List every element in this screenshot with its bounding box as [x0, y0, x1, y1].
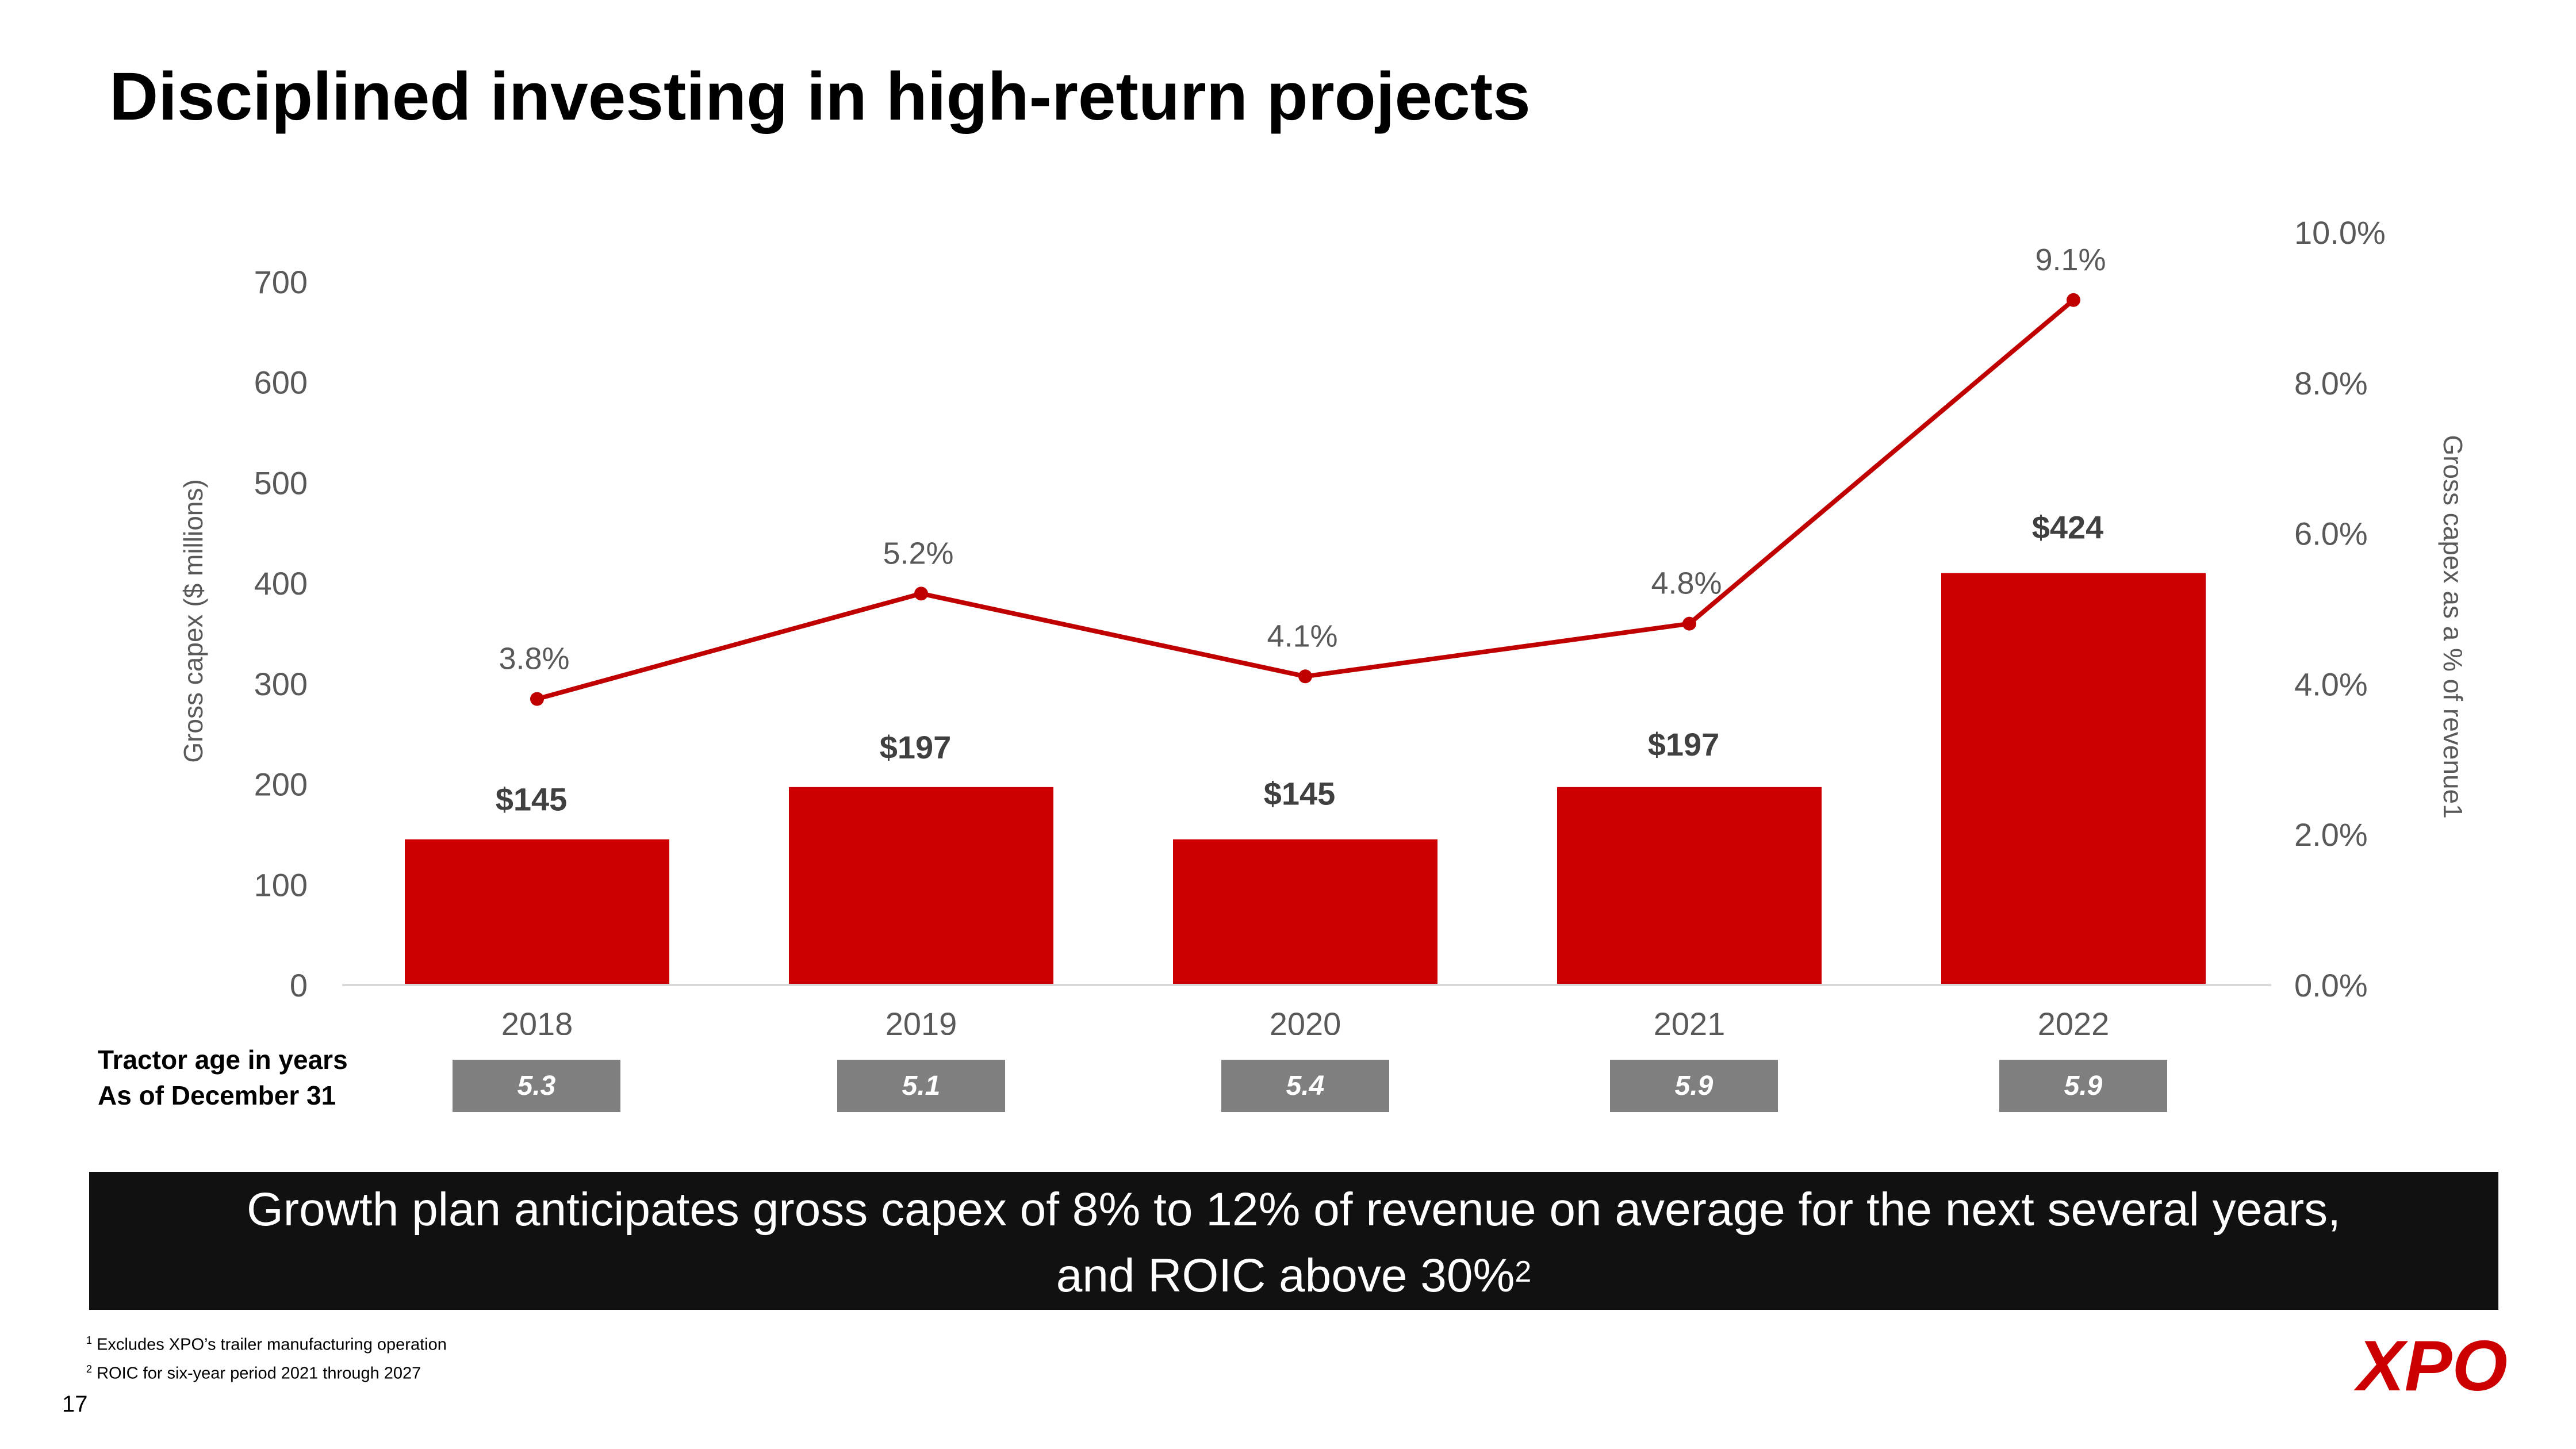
- tractor-age-2020: 5.4: [1221, 1060, 1389, 1112]
- line-point-2021: [1682, 616, 1696, 631]
- bar-2020: [1173, 839, 1438, 985]
- banner-line-1: Growth plan anticipates gross capex of 8…: [247, 1183, 2341, 1236]
- y-tick-0: 0: [290, 967, 308, 1003]
- y-tick-100: 100: [254, 867, 308, 903]
- line-label-2020: 4.1%: [1267, 619, 1337, 653]
- line-label-2022: 9.1%: [2035, 243, 2106, 277]
- page-title: Disciplined investing in high-return pro…: [109, 59, 1531, 135]
- y-tick-600: 600: [254, 365, 308, 401]
- tractor-age-2019: 5.1: [837, 1060, 1005, 1112]
- y2-tick-2.0%: 2.0%: [2294, 816, 2368, 853]
- line-label-2019: 5.2%: [883, 536, 953, 570]
- y-tick-200: 200: [254, 766, 308, 803]
- footnote-2-marker: 2: [86, 1363, 93, 1375]
- banner-line-2-text: and ROIC above 30%: [1056, 1249, 1515, 1302]
- growth-plan-banner: Growth plan anticipates gross capex of 8…: [89, 1172, 2498, 1310]
- tractor-age-2018: 5.3: [453, 1060, 620, 1112]
- bar-label-2021: $197: [1648, 726, 1720, 762]
- footnote-1-marker: 1: [86, 1335, 93, 1346]
- line-point-2019: [914, 586, 928, 601]
- footnotes: 1 Excludes XPO’s trailer manufacturing o…: [86, 1328, 447, 1385]
- tractor-age-2021: 5.9: [1610, 1060, 1778, 1112]
- tractor-age-2022: 5.9: [1999, 1060, 2167, 1112]
- footnote-2-text: ROIC for six-year period 2021 through 20…: [97, 1364, 421, 1383]
- bar-label-2018: $145: [496, 781, 568, 818]
- bar-2018: [405, 839, 669, 985]
- line-label-2021: 4.8%: [1651, 566, 1722, 601]
- footnote-1: 1 Excludes XPO’s trailer manufacturing o…: [86, 1328, 447, 1357]
- x-tick-2022: 2022: [2038, 1006, 2110, 1035]
- x-tick-2020: 2020: [1270, 1006, 1341, 1035]
- capex-chart: $145 $197 $145 $197 $424 3.8% 5.2% 4.1% 4.8% 9.1%…: [178, 214, 2468, 1035]
- y-tick-700: 700: [254, 264, 308, 300]
- line-label-2018: 3.8%: [499, 642, 569, 676]
- y2-tick-8.0%: 8.0%: [2294, 365, 2368, 401]
- y2-tick-10.0%: 10.0%: [2294, 214, 2386, 251]
- banner-footnote-marker: 2: [1515, 1255, 1532, 1289]
- y2-tick-6.0%: 6.0%: [2294, 516, 2368, 552]
- line-point-2018: [530, 692, 544, 706]
- bar-label-2020: $145: [1264, 776, 1336, 812]
- tractor-age-label-line1: Tractor age in years: [98, 1045, 348, 1075]
- x-tick-2021: 2021: [1654, 1006, 1726, 1035]
- y-axis-label: Gross capex ($ millions): [178, 479, 208, 762]
- x-tick-2018: 2018: [501, 1006, 573, 1035]
- y2-axis-label: Gross capex as a % of revenue1: [2438, 435, 2468, 818]
- y2-tick-0.0%: 0.0%: [2294, 967, 2368, 1003]
- xpo-logo: XPO: [2353, 1333, 2508, 1402]
- x-tick-2019: 2019: [885, 1006, 957, 1035]
- line-point-2020: [1298, 669, 1312, 684]
- y2-tick-4.0%: 4.0%: [2294, 666, 2368, 702]
- bar-2019: [789, 787, 1053, 985]
- bar-label-2022: $424: [2032, 509, 2104, 546]
- bar-2022: [1941, 573, 2206, 985]
- banner-line-2: and ROIC above 30%2: [89, 1243, 2498, 1309]
- bar-label-2019: $197: [880, 729, 952, 765]
- tractor-age-label: Tractor age in years As of December 31: [98, 1042, 348, 1113]
- y-tick-300: 300: [254, 666, 308, 702]
- y-tick-500: 500: [254, 465, 308, 501]
- footnote-1-text: Excludes XPO’s trailer manufacturing ope…: [97, 1335, 447, 1354]
- xpo-logo-text: XPO: [2353, 1333, 2508, 1402]
- tractor-age-label-line2: As of December 31: [98, 1080, 336, 1110]
- page-number: 17: [62, 1392, 88, 1417]
- line-point-2022: [2067, 293, 2080, 307]
- y-tick-400: 400: [254, 565, 308, 601]
- bar-2021: [1557, 787, 1822, 985]
- footnote-2: 2 ROIC for six-year period 2021 through …: [86, 1357, 447, 1386]
